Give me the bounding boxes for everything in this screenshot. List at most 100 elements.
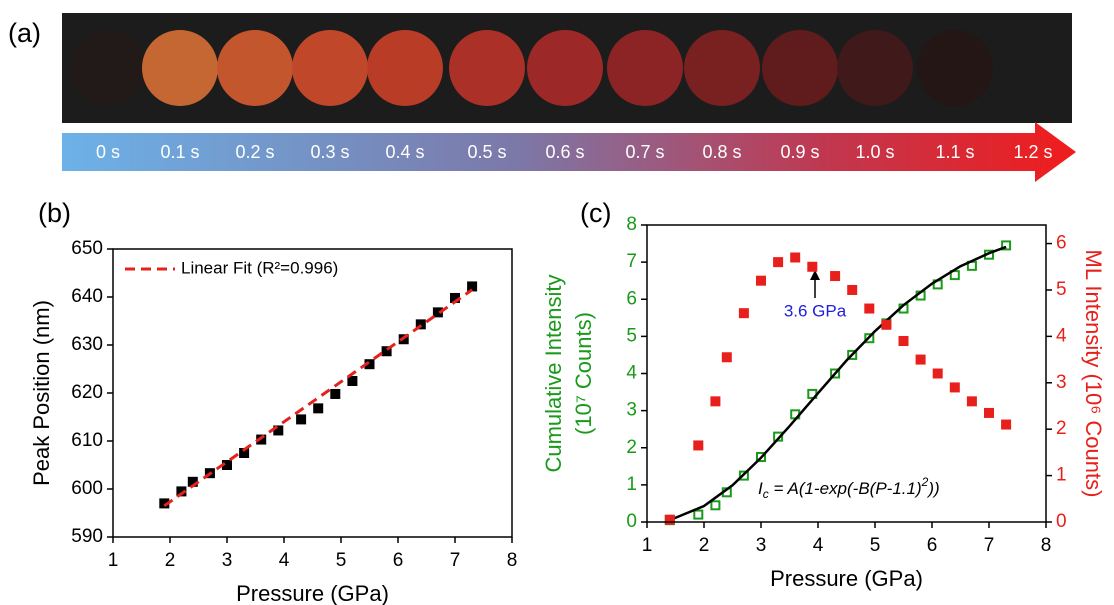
y-tick-label: 610 bbox=[71, 430, 103, 451]
time-label: 0.2 s bbox=[235, 142, 274, 162]
y-tick-label: 630 bbox=[71, 334, 103, 355]
y-tick-label: 2 bbox=[626, 437, 637, 458]
x-tick-label: 4 bbox=[813, 535, 824, 556]
y-tick-label: 5 bbox=[626, 325, 637, 346]
sample-spot bbox=[217, 30, 293, 106]
x-tick-label: 3 bbox=[222, 550, 233, 571]
data-point bbox=[807, 262, 817, 272]
formula-part: = A(1-exp(-B(P-1.1) bbox=[769, 479, 922, 498]
time-label: 1.0 s bbox=[855, 142, 894, 162]
time-label: 0.5 s bbox=[467, 142, 506, 162]
time-label: 0.6 s bbox=[545, 142, 584, 162]
sample-spot bbox=[917, 30, 993, 106]
panel-label: (a) bbox=[8, 18, 41, 48]
y-tick-label: 650 bbox=[71, 238, 103, 259]
data-point bbox=[722, 352, 732, 362]
y2-tick-label: 3 bbox=[1056, 372, 1067, 393]
x-tick-label: 7 bbox=[984, 535, 995, 556]
formula: Ic = A(1-exp(-B(P-1.1)2)) bbox=[758, 475, 940, 501]
y-tick-label: 0 bbox=[626, 511, 637, 532]
sample-spot bbox=[762, 30, 838, 106]
sample-spot bbox=[684, 30, 760, 106]
data-point bbox=[830, 271, 840, 281]
x-tick-label: 6 bbox=[393, 550, 404, 571]
y2-tick-label: 5 bbox=[1056, 279, 1067, 300]
data-point bbox=[693, 440, 703, 450]
y-axis-label: Cumulative Intensity bbox=[541, 274, 566, 472]
x-tick-label: 3 bbox=[756, 535, 767, 556]
y-axis-label: Peak Position (nm) bbox=[29, 300, 54, 486]
sample-spot bbox=[70, 30, 146, 106]
data-point bbox=[313, 403, 323, 413]
sample-spot bbox=[292, 30, 368, 106]
y2-tick-label: 2 bbox=[1056, 418, 1067, 439]
y2-axis-label: ML Intensity (10⁶ Counts) bbox=[1081, 250, 1106, 498]
data-point bbox=[967, 396, 977, 406]
sample-spot bbox=[367, 30, 443, 106]
x-tick-label: 1 bbox=[108, 550, 119, 571]
data-point bbox=[296, 414, 306, 424]
y2-tick-label: 6 bbox=[1056, 233, 1067, 254]
y-tick-label: 6 bbox=[626, 288, 637, 309]
y-tick-label: 590 bbox=[71, 526, 103, 547]
y-axis-label: (10⁷ Counts) bbox=[571, 312, 596, 435]
y2-tick-label: 4 bbox=[1056, 325, 1067, 346]
data-point bbox=[984, 408, 994, 418]
data-point bbox=[790, 252, 800, 262]
x-tick-label: 4 bbox=[279, 550, 290, 571]
data-point bbox=[916, 355, 926, 365]
plot-frame bbox=[647, 225, 1046, 522]
data-point bbox=[694, 511, 702, 519]
x-tick-label: 6 bbox=[927, 535, 938, 556]
data-point bbox=[899, 336, 909, 346]
sample-spot bbox=[837, 30, 913, 106]
sample-spot bbox=[527, 30, 603, 106]
sample-spot bbox=[449, 30, 525, 106]
panel-label: (c) bbox=[580, 198, 611, 228]
annotation: 3.6 GPa bbox=[784, 301, 847, 320]
data-point bbox=[773, 257, 783, 267]
time-label: 1.1 s bbox=[935, 142, 974, 162]
time-label: 0.1 s bbox=[160, 142, 199, 162]
data-point bbox=[756, 276, 766, 286]
time-label: 0.4 s bbox=[385, 142, 424, 162]
y-tick-label: 1 bbox=[626, 474, 637, 495]
y-tick-label: 640 bbox=[71, 286, 103, 307]
legend-label: Linear Fit (R²=0.996) bbox=[181, 258, 338, 277]
data-point bbox=[1001, 420, 1011, 430]
x-tick-label: 5 bbox=[336, 550, 347, 571]
fit-line bbox=[164, 290, 472, 506]
time-label: 0.3 s bbox=[310, 142, 349, 162]
y-tick-label: 4 bbox=[626, 363, 637, 384]
y-tick-label: 620 bbox=[71, 382, 103, 403]
y-tick-label: 600 bbox=[71, 478, 103, 499]
data-point bbox=[847, 285, 857, 295]
x-tick-label: 2 bbox=[699, 535, 710, 556]
data-point bbox=[710, 396, 720, 406]
figure: (a) (b) (c) 0 s 0.1 s 0.2 s 0.3 s 0.4 s 0.5 s… bbox=[0, 0, 1114, 605]
x-tick-label: 2 bbox=[165, 550, 176, 571]
data-point bbox=[950, 382, 960, 392]
x-tick-label: 8 bbox=[1041, 535, 1052, 556]
x-axis-label: Pressure (GPa) bbox=[236, 581, 389, 605]
data-point bbox=[330, 389, 340, 399]
data-point bbox=[881, 320, 891, 330]
x-tick-label: 5 bbox=[870, 535, 881, 556]
y2-tick-label: 1 bbox=[1056, 465, 1067, 486]
time-label: 1.2 s bbox=[1013, 142, 1052, 162]
y2-tick-label: 0 bbox=[1056, 511, 1067, 532]
sample-spot bbox=[607, 30, 683, 106]
data-point bbox=[665, 515, 675, 525]
page: {"panel_a": {"label": "(a)", "times": ["… bbox=[0, 0, 1114, 605]
x-tick-label: 7 bbox=[450, 550, 461, 571]
time-label: 0.8 s bbox=[702, 142, 741, 162]
x-tick-label: 1 bbox=[642, 535, 653, 556]
panel-label: (b) bbox=[38, 198, 71, 228]
x-tick-label: 8 bbox=[507, 550, 518, 571]
time-label: 0 s bbox=[96, 142, 120, 162]
x-axis-label: Pressure (GPa) bbox=[770, 566, 923, 591]
data-point bbox=[739, 308, 749, 318]
plot-frame bbox=[113, 249, 512, 537]
data-point bbox=[711, 501, 719, 509]
y-tick-label: 3 bbox=[626, 400, 637, 421]
